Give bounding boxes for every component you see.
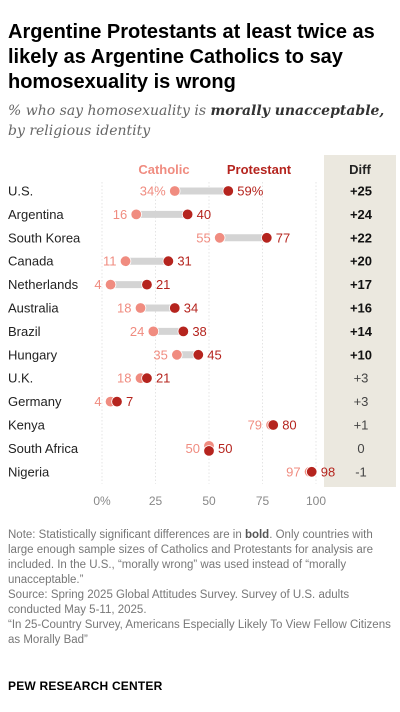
protestant-dot	[222, 185, 234, 197]
protestant-value-label: 38	[192, 324, 206, 339]
protestant-value-label: 98	[321, 464, 335, 479]
dot-plot-chart: Diff Catholic Protestant 0% 25 50 75 100 U.S. 34%…	[8, 155, 396, 508]
country-label: Netherlands	[8, 277, 79, 292]
diff-value: -1	[355, 464, 367, 479]
protestant-dot	[141, 278, 153, 291]
protestant-dot	[169, 302, 181, 314]
protestant-value-label: 31	[177, 254, 191, 269]
country-label: South Korea	[8, 230, 81, 245]
protestant-dot	[181, 208, 194, 221]
catholic-dot	[104, 278, 117, 291]
catholic-value-label: 97	[286, 464, 300, 479]
source-text: Source: Spring 2025 Global Attitudes Sur…	[8, 589, 350, 616]
x-tick-label: 50	[202, 494, 216, 508]
x-tick-label: 75	[256, 494, 270, 508]
catholic-value-label: 34%	[140, 184, 166, 199]
country-label: Australia	[8, 301, 59, 316]
catholic-value-label: 55	[196, 230, 210, 245]
diff-value: +20	[350, 254, 372, 269]
country-label: U.K.	[8, 371, 33, 386]
subtitle-line2: by religious identity	[8, 123, 151, 139]
footnotes: Note: Statistically significant differen…	[8, 528, 393, 648]
protestant-value-label: 40	[197, 207, 211, 222]
catholic-dot	[130, 208, 142, 221]
catholic-value-label: 18	[117, 371, 131, 386]
subtitle-emphasis: morally unacceptable,	[210, 103, 385, 119]
protestant-dot	[261, 232, 273, 244]
protestant-value-label: 50	[218, 441, 232, 456]
protestant-dot	[177, 325, 190, 338]
subtitle-prefix: % who say homosexuality is	[8, 103, 211, 119]
pew-logo-text: PEW RESEARCH CENTER	[8, 679, 163, 693]
x-tick-label: 0%	[93, 494, 111, 508]
catholic-value-label: 16	[113, 207, 127, 222]
protestant-value-label: 45	[207, 347, 221, 362]
protestant-dot	[267, 419, 279, 431]
catholic-dot	[147, 325, 160, 338]
legend-catholic: Catholic	[138, 162, 189, 177]
report-title: “In 25-Country Survey, Americans Especia…	[8, 619, 391, 646]
diff-value: +1	[354, 418, 369, 433]
protestant-dot	[192, 349, 205, 361]
catholic-dot	[119, 255, 132, 267]
chart-subtitle: % who say homosexuality is morally unacc…	[8, 101, 396, 141]
diff-value: +16	[350, 301, 372, 316]
diff-value: +24	[350, 207, 373, 222]
country-label: Brazil	[8, 324, 41, 339]
diff-value: +22	[350, 230, 372, 245]
diff-value: +17	[350, 277, 372, 292]
protestant-dot	[162, 255, 175, 267]
country-label: Kenya	[8, 418, 46, 433]
catholic-value-label: 4	[94, 394, 101, 409]
catholic-value-label: 11	[103, 254, 117, 269]
catholic-dot	[134, 302, 147, 314]
x-tick-label: 100	[306, 494, 326, 508]
legend-protestant: Protestant	[227, 162, 292, 177]
protestant-value-label: 34	[184, 301, 198, 316]
protestant-value-label: 21	[156, 371, 170, 386]
country-label: Canada	[8, 254, 54, 269]
x-tick-label: 25	[149, 494, 163, 508]
catholic-value-label: 4	[94, 277, 101, 292]
protestant-dot	[141, 372, 153, 384]
protestant-value-label: 59%	[237, 184, 263, 199]
diff-header: Diff	[349, 162, 371, 177]
diff-value: +3	[354, 371, 369, 386]
protestant-dot	[306, 466, 318, 478]
protestant-value-label: 21	[156, 277, 170, 292]
catholic-dot	[213, 232, 226, 244]
diff-column-band	[324, 155, 396, 487]
country-label: Argentina	[8, 207, 64, 222]
catholic-value-label: 24	[130, 324, 144, 339]
catholic-dot	[171, 349, 183, 361]
catholic-dot	[169, 185, 181, 197]
note-text: Note: Statistically significant differen…	[8, 529, 374, 586]
country-label: Hungary	[8, 347, 58, 362]
protestant-value-label: 77	[276, 230, 290, 245]
catholic-value-label: 35	[153, 347, 167, 362]
catholic-value-label: 79	[248, 418, 262, 433]
country-label: Nigeria	[8, 464, 50, 479]
country-label: South Africa	[8, 441, 79, 456]
country-label: Germany	[8, 394, 62, 409]
diff-value: +10	[350, 347, 372, 362]
protestant-dot	[203, 445, 215, 457]
diff-value: +25	[350, 184, 372, 199]
diff-value: +3	[354, 394, 369, 409]
diff-value: 0	[357, 441, 364, 456]
country-label: U.S.	[8, 184, 33, 199]
catholic-value-label: 18	[117, 301, 131, 316]
protestant-value-label: 80	[282, 418, 296, 433]
diff-value: +14	[350, 324, 373, 339]
chart-title: Argentine Protestants at least twice as …	[8, 21, 375, 93]
protestant-value-label: 7	[126, 394, 133, 409]
protestant-dot	[111, 395, 123, 408]
catholic-value-label: 50	[186, 441, 200, 456]
